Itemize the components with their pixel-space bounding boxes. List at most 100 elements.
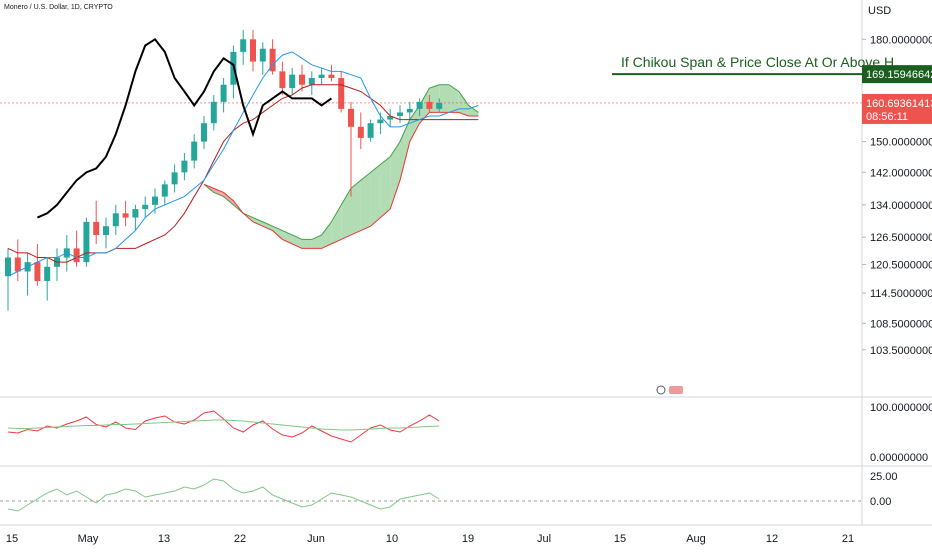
currency-label[interactable]: USD — [868, 5, 891, 17]
replay-icon[interactable] — [656, 385, 666, 395]
date-tick-label: 10 — [386, 533, 398, 545]
cloud-segment — [400, 119, 410, 181]
ichimoku-cloud — [203, 84, 479, 249]
candle-body — [142, 204, 149, 210]
cloud-segment — [213, 188, 224, 197]
price-tick-label: 126.50000000 — [870, 232, 932, 244]
candle-body — [201, 123, 207, 142]
cloud-segment — [262, 221, 273, 231]
cloud-segment — [331, 204, 342, 244]
price-tick-label: 108.50000000 — [870, 318, 932, 330]
candle-body — [269, 48, 276, 72]
candle-body — [132, 209, 139, 218]
last-price-countdown: 08:56:11 — [866, 111, 908, 123]
cloud-segment — [458, 91, 469, 116]
oscillator-1-axis: 100.00000000 0.00000000 — [870, 402, 932, 464]
cloud-segment — [253, 217, 263, 227]
cloud-segment — [390, 141, 400, 210]
candle-body — [338, 77, 345, 109]
candle-body — [406, 108, 413, 113]
date-tick-label: May — [78, 533, 99, 545]
candle-body — [377, 119, 384, 124]
date-tick-label: Aug — [686, 533, 706, 545]
cloud-segment — [360, 172, 371, 231]
oscillator-1-line — [7, 419, 440, 431]
cloud-segment — [302, 239, 312, 249]
cloud-segment — [223, 192, 234, 205]
cloud-segment — [409, 105, 420, 142]
candle-body — [112, 213, 119, 227]
cloud-segment — [449, 84, 459, 113]
date-tick-label: 15 — [614, 533, 626, 545]
candle-body — [191, 141, 198, 161]
price-tick-label: 134.00000000 — [870, 200, 932, 212]
candle-body — [171, 172, 178, 185]
time-axis-ticks: 15 May 13 22 Jun 10 19 Jul 15 Aug 12 21 — [6, 533, 854, 545]
oscillator-pane-2 — [0, 478, 862, 512]
candle-body — [289, 74, 296, 89]
candle-body — [83, 221, 90, 263]
candle-body — [416, 101, 423, 109]
candle-body — [220, 84, 227, 102]
candle-body — [436, 102, 443, 109]
annotation-price-label: 169.15946642 — [866, 69, 932, 81]
oscillator-1-line — [7, 410, 440, 443]
candlestick-series — [5, 30, 443, 311]
candle-body — [152, 196, 158, 205]
candle-body — [210, 101, 217, 124]
price-tick-label: 103.50000000 — [870, 345, 932, 357]
oscillator-2-line — [7, 478, 440, 512]
oscillator-2-tick-label: 0.00 — [870, 496, 891, 508]
candle-body — [240, 39, 247, 52]
flag-icon[interactable] — [669, 386, 683, 394]
cloud-segment — [351, 180, 361, 235]
price-tick-label: 142.00000000 — [870, 167, 932, 179]
oscillator-2-axis: 25.00 0.00 — [870, 471, 898, 508]
candle-body — [308, 77, 315, 85]
tenkan-sen-line — [7, 51, 479, 277]
date-tick-label: 13 — [158, 533, 170, 545]
candle-body — [181, 160, 188, 173]
candle-body — [357, 126, 364, 138]
candle-body — [397, 112, 403, 116]
candle-body — [44, 266, 51, 281]
cloud-segment — [380, 156, 391, 218]
candle-body — [387, 115, 394, 120]
annotation-text[interactable]: If Chikou Span & Price Close At Or Above… — [621, 54, 894, 70]
price-tick-label: 150.00000000 — [870, 137, 932, 149]
senkou-span-b-line — [203, 111, 479, 249]
candle-body — [299, 74, 305, 85]
candle-body — [122, 213, 129, 218]
date-tick-label: 19 — [462, 533, 474, 545]
date-tick-label: 15 — [6, 533, 18, 545]
candle-body — [426, 101, 433, 109]
date-tick-label: 22 — [234, 533, 246, 545]
candle-body — [279, 71, 286, 89]
date-tick-label: 21 — [842, 533, 854, 545]
candle-body — [318, 74, 325, 78]
candle-body — [14, 257, 21, 272]
annotation-price-badge — [862, 65, 932, 84]
price-tick-label: 180.00000000 — [870, 34, 932, 46]
price-axis-ticks: 180.00000000 150.00000000 142.00000000 134.… — [862, 34, 932, 357]
oscillator-2-tick-label: 25.00 — [870, 471, 898, 483]
candle-body — [348, 108, 354, 127]
price-tick-label: 114.50000000 — [870, 288, 932, 300]
senkou-span-a-line — [203, 84, 479, 240]
candle-body — [5, 257, 11, 277]
cloud-segment — [370, 164, 381, 227]
symbol-title: Monero / U.S. Dollar, 1D, CRYPTO — [4, 4, 113, 11]
price-tick-label: 120.50000000 — [870, 259, 932, 271]
oscillator-1-tick-label: 0.00000000 — [870, 452, 928, 464]
candle-body — [367, 123, 374, 138]
last-price-badge — [862, 93, 932, 124]
candle-body — [73, 248, 80, 263]
candle-body — [250, 39, 256, 62]
date-tick-label: Jul — [537, 533, 551, 545]
candle-body — [161, 184, 168, 197]
ichimoku-lines — [7, 37, 479, 277]
date-tick-label: Jun — [307, 533, 325, 545]
last-price-value: 160.69361413 — [866, 98, 932, 110]
